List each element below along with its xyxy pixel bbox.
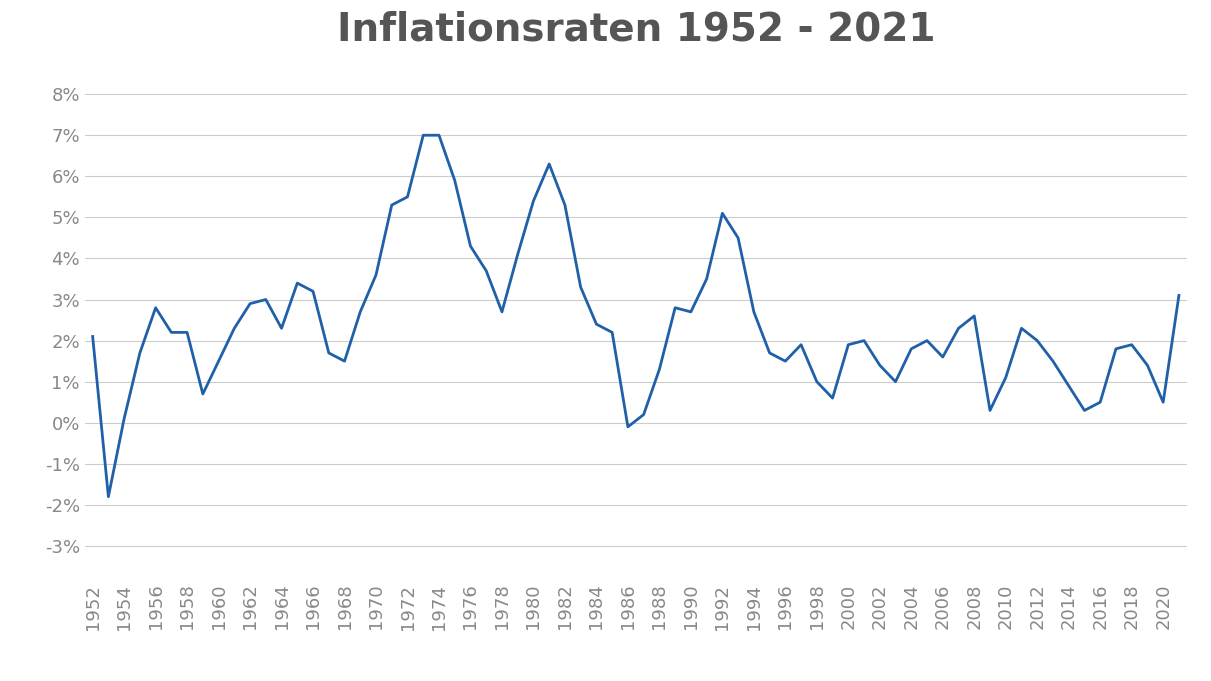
Title: Inflationsraten 1952 - 2021: Inflationsraten 1952 - 2021 — [337, 10, 935, 48]
